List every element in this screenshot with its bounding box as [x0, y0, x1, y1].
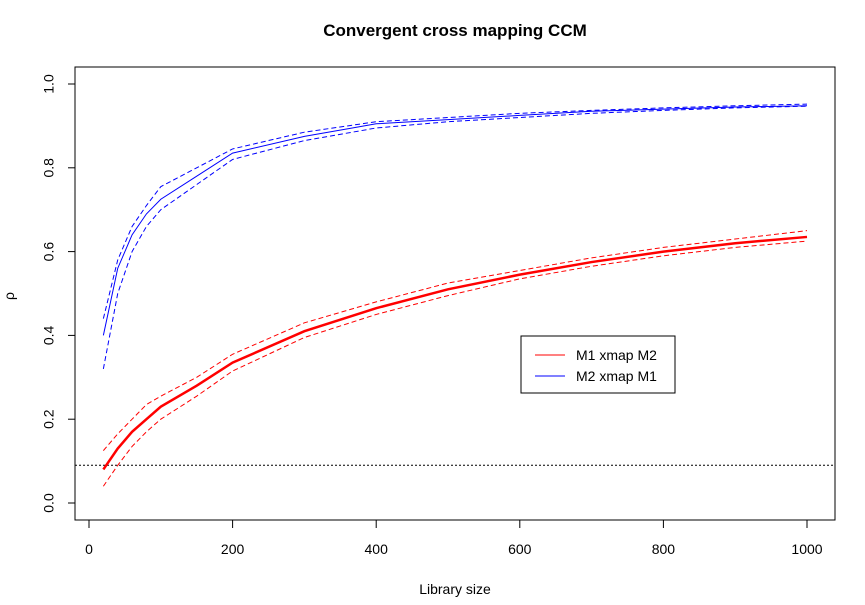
legend-label-m2: M2 xmap M1	[576, 368, 657, 384]
plot-frame	[74, 66, 836, 521]
chart-title: Convergent cross mapping CCM	[323, 21, 587, 40]
y-tick-label: 0.0	[41, 493, 57, 513]
upper-bound-line	[102, 103, 808, 319]
x-tick-label: 0	[85, 541, 93, 557]
upper-bound-line	[102, 230, 808, 451]
y-tick-label: 0.4	[41, 325, 57, 345]
y-tick-label: 0.8	[41, 158, 57, 178]
series-group	[102, 103, 808, 487]
x-tick-label: 1000	[791, 541, 822, 557]
x-tick-label: 600	[508, 541, 532, 557]
lower-bound-line	[102, 105, 808, 370]
y-axis-label: ρ	[1, 292, 17, 300]
x-tick-label: 400	[365, 541, 389, 557]
y-tick-label: 0.6	[41, 242, 57, 262]
legend-box	[520, 335, 676, 394]
x-tick-label: 200	[221, 541, 245, 557]
y-axis: 0.0 0.2 0.4 0.6 0.8 1.0	[41, 74, 75, 513]
lower-bound-line	[102, 240, 808, 487]
series-line	[102, 105, 808, 336]
x-axis: 0 200 400 600 800 1000	[85, 520, 823, 557]
series-line	[102, 235, 808, 471]
x-tick-label: 800	[652, 541, 676, 557]
legend: M1 xmap M2 M2 xmap M1	[520, 335, 676, 394]
y-tick-label: 1.0	[41, 74, 57, 94]
x-axis-label: Library size	[419, 581, 491, 597]
legend-label-m1: M1 xmap M2	[576, 347, 657, 363]
y-tick-label: 0.2	[41, 409, 57, 429]
